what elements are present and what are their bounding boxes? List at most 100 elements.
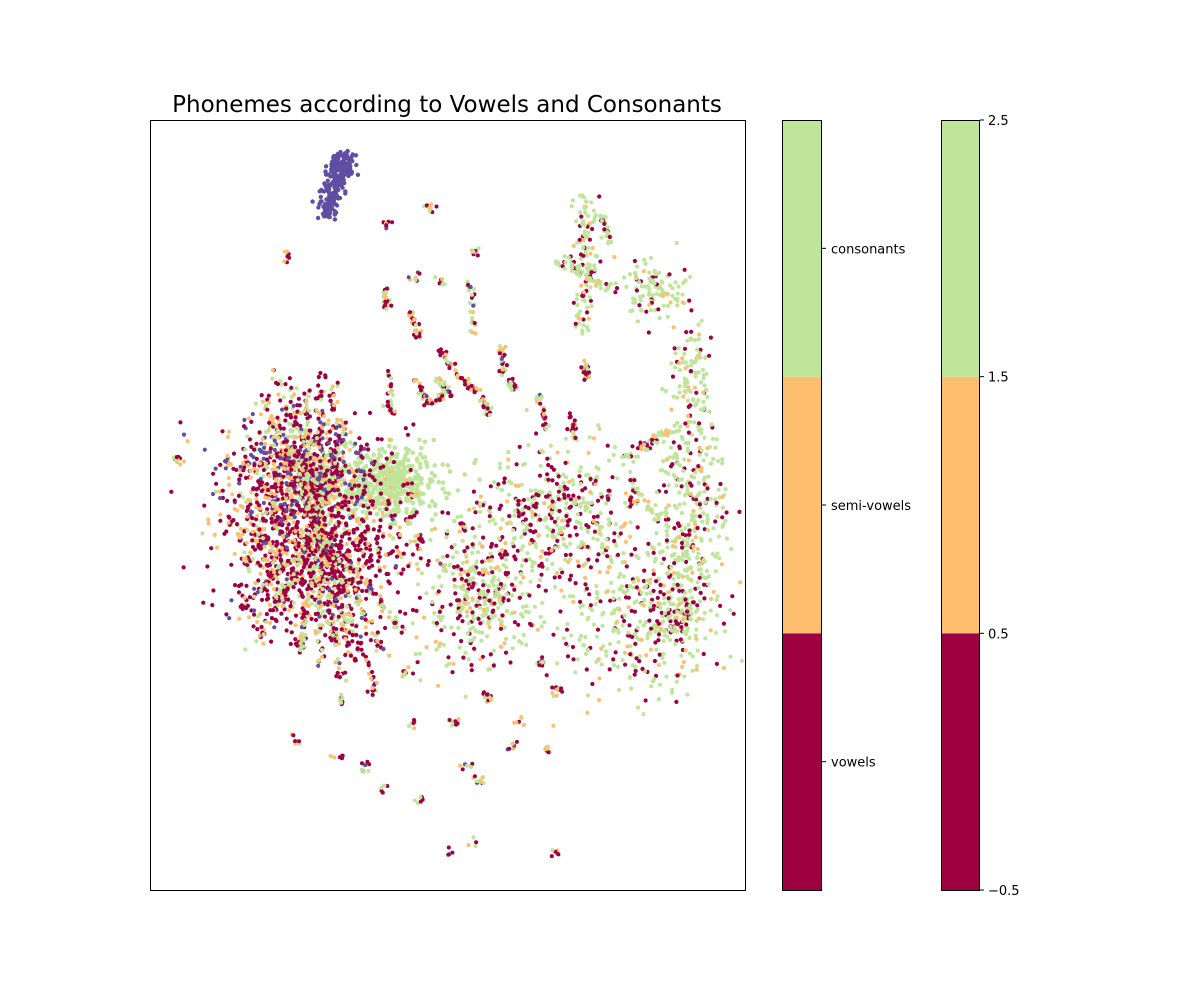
data-point: [621, 618, 627, 624]
data-point: [214, 545, 219, 550]
data-point: [261, 467, 266, 473]
data-point: [344, 523, 349, 528]
data-point: [688, 588, 693, 593]
data-point: [355, 647, 360, 652]
data-point: [386, 579, 391, 584]
data-point: [599, 218, 605, 223]
data-point: [499, 487, 505, 493]
data-point: [622, 650, 628, 655]
data-point: [660, 655, 665, 661]
data-point: [269, 485, 274, 490]
data-point: [713, 497, 718, 502]
data-point: [270, 376, 275, 381]
data-point: [345, 588, 350, 594]
data-point: [624, 584, 630, 589]
data-point: [329, 426, 334, 431]
data-point: [328, 483, 333, 489]
data-point: [327, 429, 332, 434]
data-point: [445, 529, 450, 534]
data-point: [664, 506, 669, 511]
data-point: [440, 510, 445, 515]
data-point: [612, 627, 617, 632]
data-point: [306, 446, 312, 451]
data-point: [538, 554, 543, 560]
data-point: [538, 517, 543, 522]
data-point: [267, 450, 273, 455]
data-point: [370, 563, 375, 568]
data-point: [552, 535, 558, 540]
data-point: [544, 673, 549, 678]
data-point: [361, 477, 366, 482]
data-point: [590, 226, 595, 232]
data-point: [582, 232, 587, 237]
data-point: [708, 628, 713, 633]
data-point: [394, 504, 400, 510]
data-point: [297, 496, 302, 501]
data-point: [610, 475, 615, 480]
data-point: [273, 617, 278, 622]
data-point: [282, 538, 287, 544]
data-point: [318, 455, 323, 460]
data-point: [301, 601, 306, 607]
data-point: [497, 599, 502, 604]
data-point: [390, 517, 395, 522]
data-point: [498, 503, 504, 508]
data-point: [309, 482, 314, 487]
data-point: [674, 699, 679, 705]
data-point: [547, 527, 553, 532]
data-point: [497, 506, 502, 511]
data-point: [305, 592, 310, 597]
data-point: [328, 437, 333, 442]
data-point: [245, 514, 250, 519]
data-point: [336, 614, 341, 619]
data-point: [245, 462, 251, 468]
data-point: [416, 582, 421, 587]
data-point: [455, 515, 460, 520]
data-point: [336, 569, 341, 574]
data-point: [296, 450, 301, 455]
data-point: [505, 465, 511, 470]
data-point: [345, 604, 350, 609]
data-point: [567, 594, 573, 599]
data-point: [477, 477, 482, 483]
data-point: [606, 241, 611, 246]
data-point: [520, 521, 526, 526]
data-point: [497, 536, 502, 541]
data-point: [363, 463, 369, 469]
data-point: [648, 631, 653, 636]
data-point: [281, 474, 286, 479]
data-point: [331, 603, 336, 608]
data-point: [403, 478, 408, 483]
data-point: [436, 589, 441, 594]
data-point: [381, 647, 386, 652]
data-point: [478, 501, 483, 506]
data-point: [527, 557, 532, 562]
data-point: [241, 424, 247, 429]
data-point: [269, 516, 274, 521]
data-point: [573, 270, 578, 275]
data-point: [355, 548, 360, 553]
data-point: [661, 651, 666, 657]
data-point: [234, 522, 240, 527]
data-point: [329, 387, 334, 392]
data-point: [328, 549, 333, 554]
data-point: [446, 661, 452, 666]
data-point: [378, 491, 384, 496]
data-point: [716, 458, 721, 464]
data-point: [317, 623, 322, 628]
data-point: [376, 559, 381, 564]
data-point: [711, 589, 716, 595]
data-point: [696, 421, 702, 426]
data-point: [665, 607, 671, 612]
data-point: [596, 466, 601, 471]
data-point: [470, 526, 475, 531]
data-point: [252, 586, 257, 591]
data-point: [649, 544, 655, 550]
data-point: [592, 267, 598, 272]
data-point: [628, 520, 633, 525]
data-point: [388, 525, 393, 530]
data-point: [418, 476, 423, 481]
data-point: [254, 538, 259, 543]
data-point: [691, 398, 696, 403]
data-point: [451, 632, 456, 637]
